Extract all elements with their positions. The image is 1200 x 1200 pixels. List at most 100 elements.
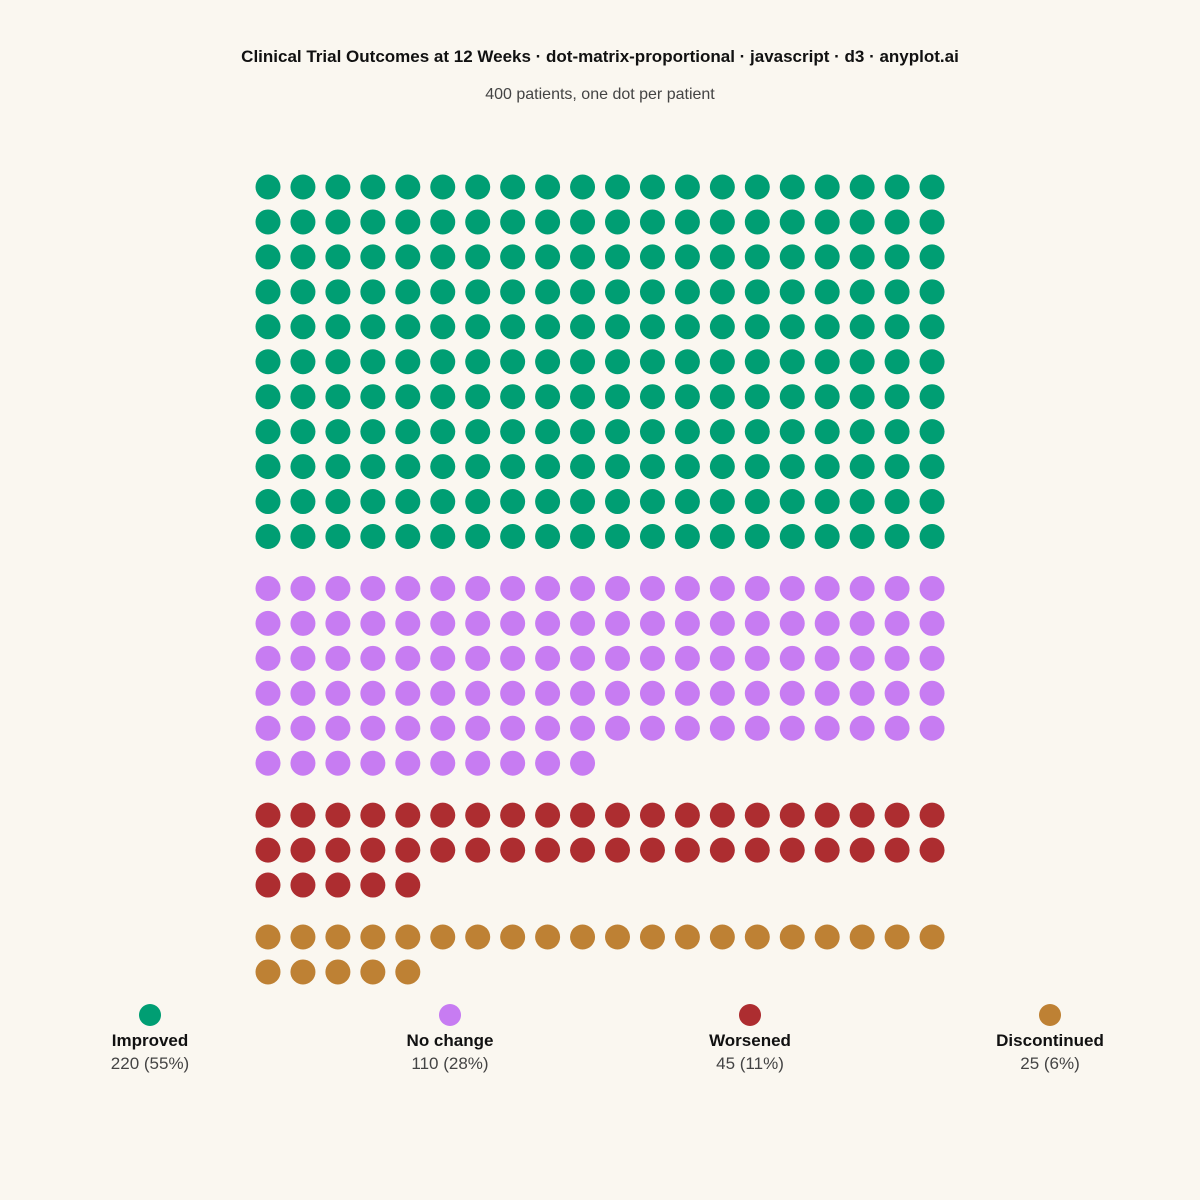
dot-group-improved <box>255 174 945 549</box>
dot-improved <box>709 244 735 270</box>
dot-improved <box>570 174 596 200</box>
dot-improved <box>709 279 735 305</box>
dot-no-change <box>605 680 630 706</box>
dot-no-change <box>325 750 351 776</box>
dot-no-change <box>360 680 386 706</box>
dot-improved <box>395 314 421 340</box>
dot-discontinued <box>570 924 596 950</box>
dot-no-change <box>290 680 316 706</box>
dot-improved <box>395 454 421 480</box>
dot-worsened <box>709 802 735 828</box>
dot-no-change <box>290 750 316 776</box>
dot-improved <box>814 174 840 200</box>
dot-discontinued <box>500 924 526 950</box>
dot-improved <box>465 454 491 480</box>
dot-improved <box>849 279 875 305</box>
dot-improved <box>255 209 281 235</box>
dot-improved <box>395 244 421 270</box>
dot-improved <box>605 174 630 200</box>
dot-no-change <box>465 680 491 706</box>
dot-no-change <box>500 680 526 706</box>
dot-improved <box>325 244 351 270</box>
dot-improved <box>500 384 526 410</box>
dot-improved <box>744 384 770 410</box>
dot-worsened <box>849 837 875 863</box>
dot-improved <box>290 454 316 480</box>
dot-no-change <box>779 715 805 741</box>
dot-worsened <box>500 802 526 828</box>
dot-discontinued <box>360 924 386 950</box>
dot-improved <box>849 489 875 515</box>
dot-worsened <box>814 802 840 828</box>
dot-no-change <box>814 610 840 636</box>
dot-improved <box>814 244 840 270</box>
dot-improved <box>884 489 910 515</box>
dot-worsened <box>395 872 421 898</box>
dot-improved <box>255 244 281 270</box>
dot-improved <box>430 419 456 445</box>
legend-count-worsened: 45 (11%) <box>716 1054 784 1073</box>
dot-improved <box>814 209 840 235</box>
dot-no-change <box>919 610 945 636</box>
dot-no-change <box>919 645 945 671</box>
dot-improved <box>395 489 421 515</box>
dot-improved <box>465 419 491 445</box>
dot-no-change <box>884 575 910 601</box>
dot-improved <box>639 489 665 515</box>
dot-improved <box>500 454 526 480</box>
dot-discontinued <box>255 924 281 950</box>
dot-improved <box>255 489 281 515</box>
dot-improved <box>709 454 735 480</box>
dot-improved <box>605 349 630 375</box>
legend-count-improved: 220 (55%) <box>110 1054 190 1073</box>
dot-improved <box>779 489 805 515</box>
dot-worsened <box>255 802 281 828</box>
dot-improved <box>395 419 421 445</box>
dot-improved <box>919 209 945 235</box>
dot-improved <box>709 419 735 445</box>
chart-title: Clinical Trial Outcomes at 12 Weeks · do… <box>241 47 959 66</box>
dot-worsened <box>779 802 805 828</box>
dot-worsened <box>535 837 561 863</box>
dot-discontinued <box>290 959 316 985</box>
dot-discontinued <box>919 924 945 950</box>
legend-label-improved: Improved <box>111 1031 189 1050</box>
dot-discontinued <box>709 924 735 950</box>
dot-improved <box>500 209 526 235</box>
dot-no-change <box>639 680 665 706</box>
dot-improved <box>570 384 596 410</box>
dot-worsened <box>290 802 316 828</box>
dot-improved <box>744 174 770 200</box>
dot-improved <box>919 419 945 445</box>
dot-improved <box>709 489 735 515</box>
dot-discontinued <box>849 924 875 950</box>
dot-improved <box>465 489 491 515</box>
dot-discontinued <box>744 924 770 950</box>
legend-item-improved: Improved 220 (55%) <box>40 1004 260 1076</box>
dot-discontinued <box>535 924 561 950</box>
dot-improved <box>290 489 316 515</box>
dot-improved <box>639 419 665 445</box>
dot-improved <box>290 524 316 549</box>
chart-subtitle: 400 patients, one dot per patient <box>485 86 715 103</box>
dot-improved <box>674 384 700 410</box>
dot-improved <box>255 384 281 410</box>
dot-improved <box>884 314 910 340</box>
dot-no-change <box>779 645 805 671</box>
dot-improved <box>395 209 421 235</box>
dot-no-change <box>639 575 665 601</box>
dot-no-change <box>674 610 700 636</box>
dot-improved <box>360 279 386 305</box>
dot-improved <box>605 384 630 410</box>
dot-worsened <box>744 802 770 828</box>
dot-improved <box>290 209 316 235</box>
dot-worsened <box>500 837 526 863</box>
dot-improved <box>779 314 805 340</box>
dot-worsened <box>570 802 596 828</box>
dot-no-change <box>430 715 456 741</box>
dot-improved <box>674 244 700 270</box>
dot-improved <box>325 349 351 375</box>
dot-no-change <box>919 575 945 601</box>
dot-matrix-plot <box>255 174 945 985</box>
dot-improved <box>605 524 630 549</box>
